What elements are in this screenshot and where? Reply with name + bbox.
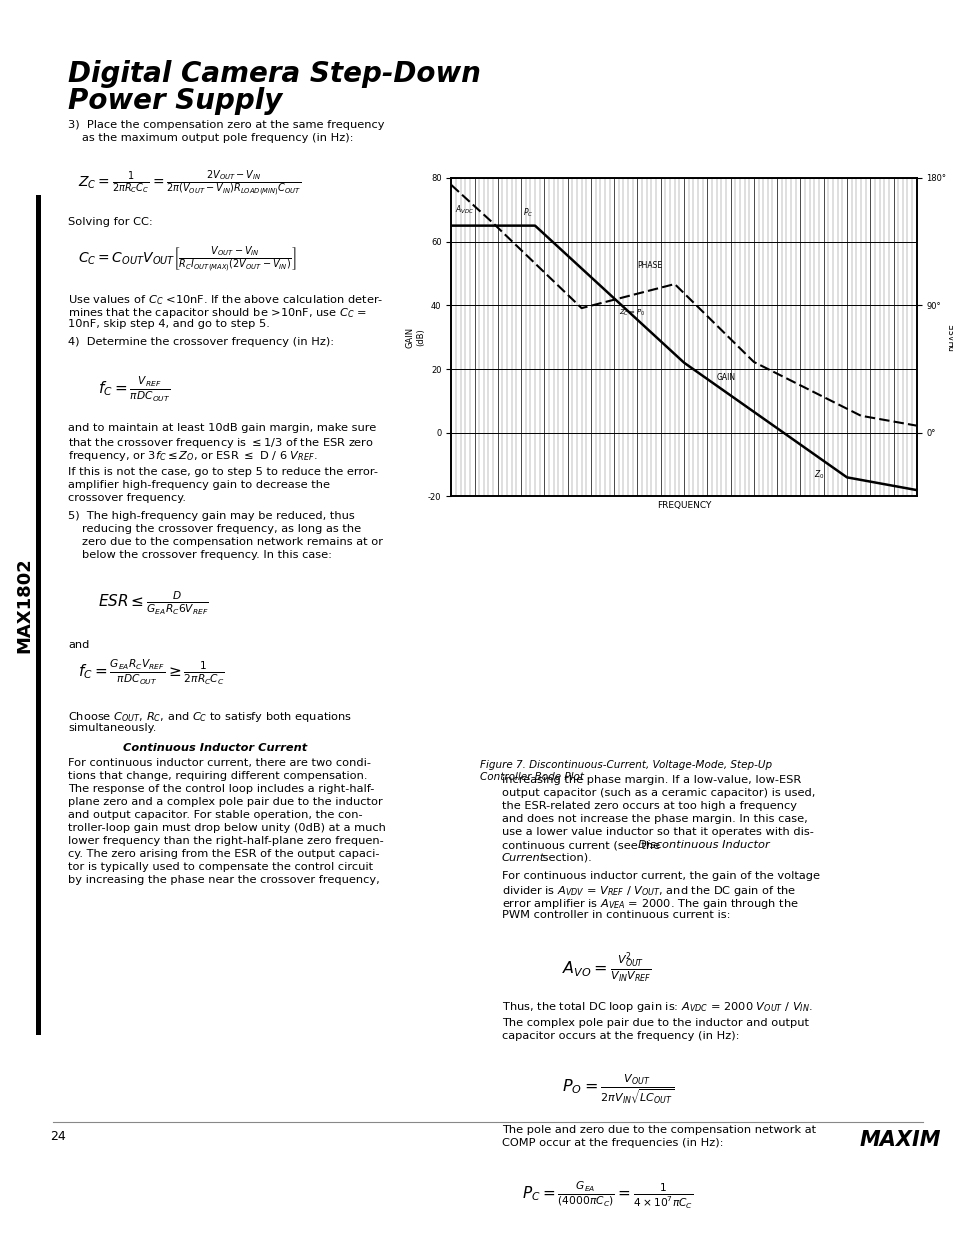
Text: tions that change, requiring different compensation.: tions that change, requiring different c… — [68, 771, 367, 781]
Text: and output capacitor. For stable operation, the con-: and output capacitor. For stable operati… — [68, 810, 362, 820]
Text: Figure 7. Discontinuous-Current, Voltage-Mode, Step-Up: Figure 7. Discontinuous-Current, Voltage… — [479, 760, 771, 769]
Text: as the maximum output pole frequency (in Hz):: as the maximum output pole frequency (in… — [82, 133, 354, 143]
Text: reducing the crossover frequency, as long as the: reducing the crossover frequency, as lon… — [82, 524, 361, 534]
Text: For continuous inductor current, the gain of the voltage: For continuous inductor current, the gai… — [501, 871, 820, 881]
Text: Controller Bode Plot: Controller Bode Plot — [479, 772, 583, 782]
Text: amplifier high-frequency gain to decrease the: amplifier high-frequency gain to decreas… — [68, 480, 330, 490]
Text: use a lower value inductor so that it operates with dis-: use a lower value inductor so that it op… — [501, 827, 813, 837]
Text: 10nF, skip step 4, and go to step 5.: 10nF, skip step 4, and go to step 5. — [68, 319, 270, 329]
Text: For continuous inductor current, there are two condi-: For continuous inductor current, there a… — [68, 758, 371, 768]
Text: $C_C = C_{OUT}V_{OUT}\left[\frac{V_{OUT} - V_{IN}}{R_C I_{OUT(MAX)}(2V_{OUT} - V: $C_C = C_{OUT}V_{OUT}\left[\frac{V_{OUT}… — [78, 245, 296, 275]
Text: divider is $A_{VDV}$ = $V_{REF}$ / $V_{OUT}$, and the DC gain of the: divider is $A_{VDV}$ = $V_{REF}$ / $V_{O… — [501, 884, 796, 898]
Text: Continuous Inductor Current: Continuous Inductor Current — [123, 743, 307, 753]
Text: 3)  Place the compensation zero at the same frequency: 3) Place the compensation zero at the sa… — [68, 120, 384, 130]
Text: $ESR \leq \frac{D}{G_{EA}R_C 6V_{REF}}$: $ESR \leq \frac{D}{G_{EA}R_C 6V_{REF}}$ — [98, 590, 209, 618]
Text: troller-loop gain must drop below unity (0dB) at a much: troller-loop gain must drop below unity … — [68, 823, 385, 832]
Text: and to maintain at least 10dB gain margin, make sure: and to maintain at least 10dB gain margi… — [68, 424, 375, 433]
Text: If this is not the case, go to step 5 to reduce the error-: If this is not the case, go to step 5 to… — [68, 467, 377, 477]
Text: 5)  The high-frequency gain may be reduced, thus: 5) The high-frequency gain may be reduce… — [68, 511, 355, 521]
Text: Discontinuous Inductor: Discontinuous Inductor — [638, 840, 769, 850]
Text: Choose $C_{OUT}$, $R_C$, and $C_C$ to satisfy both equations: Choose $C_{OUT}$, $R_C$, and $C_C$ to sa… — [68, 710, 352, 724]
Y-axis label: GAIN
(dB): GAIN (dB) — [405, 326, 425, 348]
Text: $P_C = \frac{G_{EA}}{(4000\pi C_C)} = \frac{1}{4 \times 10^7 \pi C_C}$: $P_C = \frac{G_{EA}}{(4000\pi C_C)} = \f… — [521, 1179, 693, 1212]
Text: frequency, or $3f_C \leq Z_O$, or ESR $\leq$ D / 6 $V_{REF}$.: frequency, or $3f_C \leq Z_O$, or ESR $\… — [68, 450, 317, 463]
Text: MAXIM: MAXIM — [859, 1130, 941, 1150]
Text: by increasing the phase near the crossover frequency,: by increasing the phase near the crossov… — [68, 876, 379, 885]
Text: $A_{VDC}$: $A_{VDC}$ — [455, 204, 474, 216]
Text: 24: 24 — [50, 1130, 66, 1144]
X-axis label: FREQUENCY: FREQUENCY — [657, 500, 710, 510]
Text: increasing the phase margin. If a low-value, low-ESR: increasing the phase margin. If a low-va… — [501, 776, 801, 785]
Text: The response of the control loop includes a right-half-: The response of the control loop include… — [68, 784, 374, 794]
Text: GAIN: GAIN — [716, 373, 735, 382]
Text: zero due to the compensation network remains at or: zero due to the compensation network rem… — [82, 537, 382, 547]
Text: COMP occur at the frequencies (in Hz):: COMP occur at the frequencies (in Hz): — [501, 1137, 722, 1149]
Text: PWM controller in continuous current is:: PWM controller in continuous current is: — [501, 910, 730, 920]
Text: The pole and zero due to the compensation network at: The pole and zero due to the compensatio… — [501, 1125, 815, 1135]
Text: $f_C = \frac{G_{EA}R_CV_{REF}}{\pi DC_{OUT}} \geq \frac{1}{2\pi R_CC_C}$: $f_C = \frac{G_{EA}R_CV_{REF}}{\pi DC_{O… — [78, 658, 225, 688]
Text: section).: section). — [538, 853, 591, 863]
Text: $f_C = \frac{V_{REF}}{\pi DC_{OUT}}$: $f_C = \frac{V_{REF}}{\pi DC_{OUT}}$ — [98, 375, 171, 404]
Text: crossover frequency.: crossover frequency. — [68, 493, 186, 503]
Y-axis label: PHASE: PHASE — [948, 324, 953, 351]
Text: Thus, the total DC loop gain is: $A_{VDC}$ = 2000 $V_{OUT}$ / $V_{IN}$.: Thus, the total DC loop gain is: $A_{VDC… — [501, 1000, 812, 1014]
Text: $Z_0$: $Z_0$ — [814, 468, 824, 480]
Text: the ESR-related zero occurs at too high a frequency: the ESR-related zero occurs at too high … — [501, 802, 796, 811]
Text: simultaneously.: simultaneously. — [68, 722, 156, 734]
Text: The complex pole pair due to the inductor and output: The complex pole pair due to the inducto… — [501, 1018, 808, 1028]
Text: capacitor occurs at the frequency (in Hz):: capacitor occurs at the frequency (in Hz… — [501, 1031, 739, 1041]
Text: and: and — [68, 640, 90, 650]
Text: tor is typically used to compensate the control circuit: tor is typically used to compensate the … — [68, 862, 373, 872]
Text: lower frequency than the right-half-plane zero frequen-: lower frequency than the right-half-plan… — [68, 836, 383, 846]
Text: $A_{VO} = \frac{V_{OUT}^2}{V_{IN}V_{REF}}$: $A_{VO} = \frac{V_{OUT}^2}{V_{IN}V_{REF}… — [561, 950, 651, 986]
Text: PHASE: PHASE — [637, 262, 662, 270]
Text: Current: Current — [501, 853, 545, 863]
Text: that the crossover frequency is $\leq$1/3 of the ESR zero: that the crossover frequency is $\leq$1/… — [68, 436, 374, 450]
Text: mines that the capacitor should be >10nF, use $C_C$ =: mines that the capacitor should be >10nF… — [68, 306, 367, 320]
Text: MAX1802: MAX1802 — [15, 557, 33, 653]
Text: cy. The zero arising from the ESR of the output capaci-: cy. The zero arising from the ESR of the… — [68, 848, 379, 860]
Text: $Z_C = P_0$: $Z_C = P_0$ — [618, 308, 644, 319]
Text: Power Supply: Power Supply — [68, 86, 282, 115]
Text: Digital Camera Step-Down: Digital Camera Step-Down — [68, 61, 480, 88]
Text: 4)  Determine the crossover frequency (in Hz):: 4) Determine the crossover frequency (in… — [68, 337, 334, 347]
Text: Use values of $C_C$ <10nF. If the above calculation deter-: Use values of $C_C$ <10nF. If the above … — [68, 293, 383, 306]
Text: error amplifier is $A_{VEA}$ = 2000. The gain through the: error amplifier is $A_{VEA}$ = 2000. The… — [501, 897, 798, 911]
Text: $P_O = \frac{V_{OUT}}{2\pi V_{IN}\sqrt{LC_{OUT}}}$: $P_O = \frac{V_{OUT}}{2\pi V_{IN}\sqrt{L… — [561, 1073, 674, 1107]
Bar — [36, 195, 41, 1035]
Text: output capacitor (such as a ceramic capacitor) is used,: output capacitor (such as a ceramic capa… — [501, 788, 815, 798]
Text: continuous current (see the: continuous current (see the — [501, 840, 663, 850]
Text: Solving for CC:: Solving for CC: — [68, 217, 152, 227]
Text: below the crossover frequency. In this case:: below the crossover frequency. In this c… — [82, 550, 332, 559]
Text: plane zero and a complex pole pair due to the inductor: plane zero and a complex pole pair due t… — [68, 797, 382, 806]
Text: and does not increase the phase margin. In this case,: and does not increase the phase margin. … — [501, 814, 807, 824]
Text: $Z_C = \frac{1}{2\pi R_C C_C} = \frac{2V_{OUT} - V_{IN}}{2\pi(V_{OUT} - V_{IN})R: $Z_C = \frac{1}{2\pi R_C C_C} = \frac{2V… — [78, 169, 301, 199]
Text: $P_C$: $P_C$ — [523, 206, 533, 220]
